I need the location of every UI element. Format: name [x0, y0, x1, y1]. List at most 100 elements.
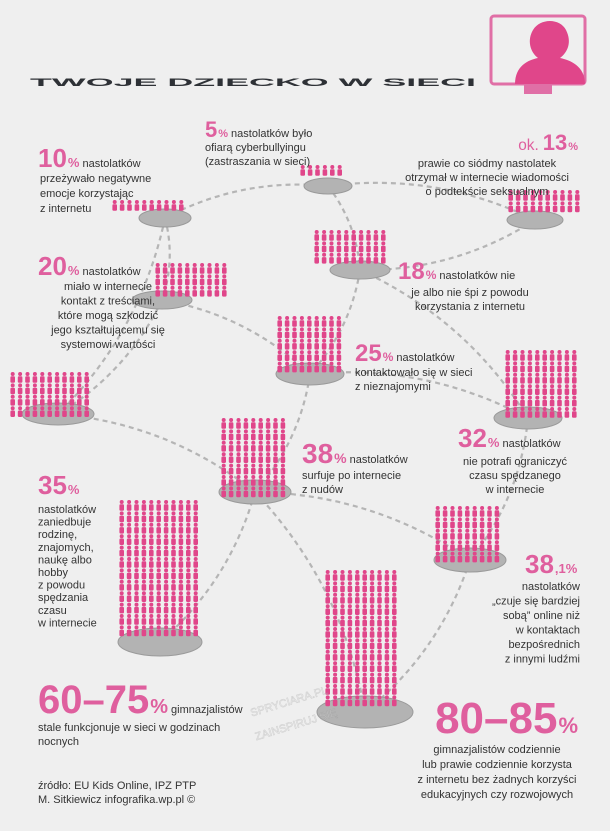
person-head: [192, 274, 197, 279]
person-body: [347, 597, 353, 604]
person-body: [69, 399, 75, 406]
person-body: [321, 331, 327, 339]
person-head: [494, 517, 499, 522]
person-head: [392, 684, 397, 688]
person-body: [542, 365, 547, 373]
person-head: [186, 614, 191, 618]
person-head: [25, 406, 30, 411]
person-head: [243, 440, 248, 445]
person-head: [155, 285, 160, 290]
person-head: [214, 285, 219, 290]
person-body: [384, 665, 390, 672]
person-head: [564, 372, 569, 377]
person-body: [508, 194, 513, 201]
person-head: [149, 602, 154, 607]
person-body: [112, 204, 117, 211]
person-head: [366, 241, 371, 246]
person-head: [370, 570, 375, 574]
person-head: [171, 545, 176, 550]
fact-text: rodzinę,: [38, 529, 77, 541]
person-head: [193, 625, 198, 630]
person-head: [186, 545, 191, 550]
person-head: [450, 506, 455, 510]
person-body: [155, 290, 160, 297]
fact-unit: %: [488, 435, 500, 450]
person-body: [512, 399, 518, 407]
person-head: [377, 695, 382, 700]
person-head: [347, 615, 352, 620]
person-body: [355, 688, 360, 695]
person-body: [243, 422, 249, 429]
person-head: [545, 190, 550, 194]
person-body: [251, 422, 256, 429]
person-head: [127, 557, 132, 561]
person-body: [284, 354, 290, 361]
person-head: [134, 625, 139, 630]
person-body: [221, 467, 226, 475]
person-head: [164, 500, 169, 504]
person-head: [171, 614, 176, 618]
person-head: [340, 695, 345, 700]
person-head: [178, 614, 183, 618]
person-body: [315, 169, 320, 176]
fact-number: 20: [38, 251, 67, 281]
person-head: [266, 475, 271, 479]
person-head: [251, 418, 256, 422]
person-body: [155, 278, 160, 286]
person-head: [277, 361, 282, 366]
person-body: [156, 204, 162, 211]
person-body: [280, 456, 286, 463]
person-head: [119, 568, 124, 573]
person-head: [149, 557, 154, 561]
person-head: [542, 395, 547, 400]
person-head: [564, 395, 569, 400]
person-body: [292, 343, 297, 350]
person-head: [25, 383, 30, 388]
person-body: [325, 631, 330, 638]
person-body: [442, 533, 448, 540]
person-body: [527, 365, 533, 373]
people-group: [119, 500, 198, 637]
person-head: [322, 316, 327, 320]
person-head: [193, 579, 198, 584]
person-head: [535, 407, 540, 411]
person-head: [236, 475, 241, 479]
person-body: [344, 245, 349, 253]
person-body: [351, 245, 356, 253]
person-body: [177, 278, 183, 286]
person-body: [265, 422, 271, 429]
person-body: [362, 608, 367, 615]
person-head: [243, 475, 248, 479]
person-head: [325, 627, 330, 631]
person-head: [505, 384, 510, 389]
person-body: [142, 204, 147, 211]
person-head: [513, 361, 518, 366]
person-head: [18, 406, 23, 411]
fact-text: z internetu bez żadnych korzyści: [418, 774, 577, 786]
person-head: [355, 684, 360, 688]
person-body: [273, 445, 278, 452]
person-body: [340, 676, 345, 684]
person-head: [236, 463, 241, 468]
person-head: [384, 592, 389, 597]
fact-text: otrzymał w internecie wiadomości: [405, 172, 569, 184]
person-head: [333, 684, 338, 688]
person-body: [126, 538, 132, 545]
person-body: [134, 561, 139, 568]
fact-text: z nieznajomymi: [355, 381, 431, 393]
person-head: [10, 394, 15, 399]
person-body: [273, 490, 278, 498]
person-head: [229, 440, 234, 445]
fact-text: zaniedbuje: [38, 517, 91, 529]
person-head: [340, 592, 345, 597]
person-head: [384, 638, 389, 643]
person-head: [273, 486, 278, 491]
person-head: [243, 463, 248, 468]
person-body: [336, 320, 342, 327]
person-head: [156, 579, 161, 584]
person-head: [258, 486, 263, 491]
person-body: [251, 456, 256, 463]
person-head: [149, 625, 154, 630]
person-head: [487, 528, 492, 533]
person-head: [557, 372, 562, 377]
